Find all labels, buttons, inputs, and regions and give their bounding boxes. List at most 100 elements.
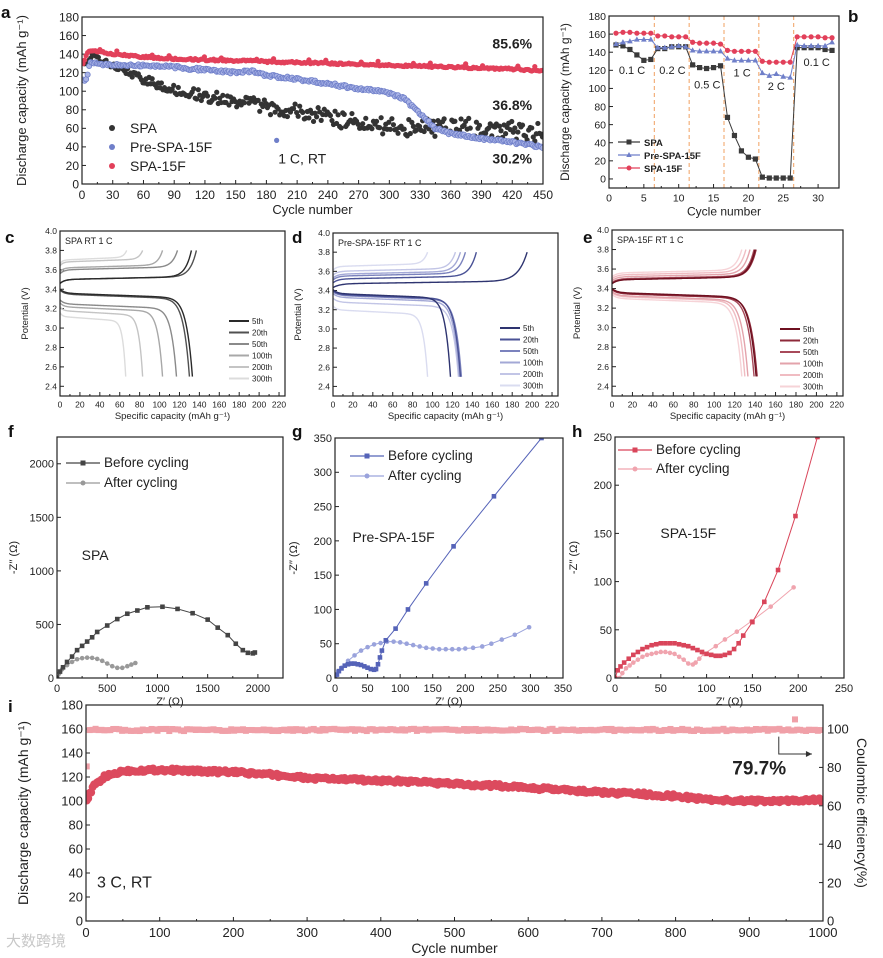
data-point [395, 130, 401, 136]
y-tick-label: 50 [600, 625, 612, 637]
data-point [64, 659, 70, 665]
data-point [768, 604, 774, 609]
data-point [336, 668, 342, 674]
y-tick-label: 40 [69, 866, 83, 881]
y-tick-label: 0 [326, 673, 332, 685]
y-tick-label: 160 [61, 722, 83, 737]
charge-curve [333, 251, 462, 279]
annotation: 30.2% [492, 151, 532, 167]
data-point [119, 665, 125, 671]
data-point [644, 644, 650, 650]
data-point [313, 114, 320, 120]
x-tick-label: 20 [628, 400, 638, 410]
discharge-curve [333, 297, 460, 377]
legend-marker [80, 480, 86, 486]
y-tick-label: 0 [606, 673, 612, 685]
data-point [745, 48, 751, 54]
data-point [109, 663, 115, 669]
y-tick-label: 100 [588, 83, 606, 95]
data-point [114, 665, 120, 671]
data-point [620, 29, 626, 35]
y-tick-label: 3.6 [45, 265, 57, 275]
y-tick-label: 120 [588, 65, 606, 77]
data-point [794, 41, 801, 48]
data-point [710, 40, 717, 46]
legend-marker [626, 152, 632, 157]
x-axis-label: Specific capacity (mAh g⁻¹) [115, 411, 230, 422]
data-point [773, 175, 779, 181]
panel-f: f 0 500 1000 1500 2000 0 500 1000 1500 2000 Z′ (Ω) -… [8, 422, 284, 708]
y-tick-label: 4.0 [318, 228, 330, 238]
x-tick-label: 100 [149, 925, 171, 940]
data-point [762, 599, 767, 605]
data-point [745, 154, 751, 160]
annotation: 1 C, RT [278, 151, 326, 167]
data-point [89, 634, 95, 640]
data-point [515, 129, 521, 135]
data-point [104, 623, 110, 628]
y-tick-label: 200 [314, 536, 332, 548]
data-point [620, 39, 626, 45]
plot-area [333, 251, 528, 377]
series-spa-15f [613, 29, 835, 65]
arrow-icon [778, 736, 812, 755]
data-point [175, 84, 181, 91]
data-point [339, 666, 344, 671]
data-point [389, 116, 395, 122]
data-point [486, 125, 492, 131]
data-point [627, 38, 633, 44]
data-point [483, 130, 489, 136]
data-point [750, 619, 755, 625]
data-point [371, 642, 377, 647]
x-tick-label: 20 [743, 193, 755, 205]
data-point [634, 52, 640, 58]
x-axis-label: Cycle number [272, 202, 353, 217]
data-point [241, 100, 247, 106]
y-tick-label: 350 [314, 433, 332, 445]
data-point [752, 57, 759, 63]
data-point [683, 34, 689, 40]
data-point [722, 652, 728, 658]
x-tick-label: 300 [521, 683, 539, 695]
data-point [379, 648, 385, 653]
x-tick-label: 100 [152, 400, 166, 410]
y-axis-label: -Z′′ (Ω) [288, 541, 300, 574]
data-point [145, 605, 150, 610]
data-point [233, 641, 239, 647]
x-tick-label: 160 [212, 400, 226, 410]
x-tick-label: 250 [489, 683, 507, 695]
data-point [272, 109, 278, 115]
data-point [99, 658, 105, 664]
series-before-cycling [335, 438, 544, 678]
data-point [158, 80, 164, 86]
annotation: 0.2 C [659, 65, 685, 77]
data-point [668, 43, 675, 49]
data-point [731, 132, 738, 139]
x-tick-label: 220 [272, 400, 286, 410]
data-point [284, 113, 291, 120]
panel-label: d [292, 228, 302, 247]
plot-frame [614, 436, 845, 679]
data-point [530, 134, 536, 140]
legend-label: Before cycling [656, 442, 741, 457]
y-axis-label: Discharge capacity (mAh g⁻¹) [14, 15, 29, 186]
data-point [667, 650, 673, 656]
data-point [387, 126, 393, 132]
x-tick-label: 140 [192, 400, 206, 410]
x-tick-label: 1000 [809, 925, 838, 940]
data-point [432, 133, 438, 139]
annotation: 85.6% [492, 36, 532, 52]
legend-label: 20th [523, 336, 539, 345]
x-tick-label: 60 [388, 400, 398, 410]
legend-marker [626, 165, 632, 171]
x-tick-label: 60 [137, 188, 151, 202]
charge-curve [333, 251, 457, 276]
x-tick-label: 180 [232, 400, 246, 410]
data-point [822, 46, 828, 53]
data-point [204, 93, 211, 99]
annotation: 2 C [768, 81, 785, 93]
curve-200th [60, 250, 144, 377]
y-tick-label: 2.4 [45, 381, 57, 391]
discharge-curve [333, 289, 452, 377]
